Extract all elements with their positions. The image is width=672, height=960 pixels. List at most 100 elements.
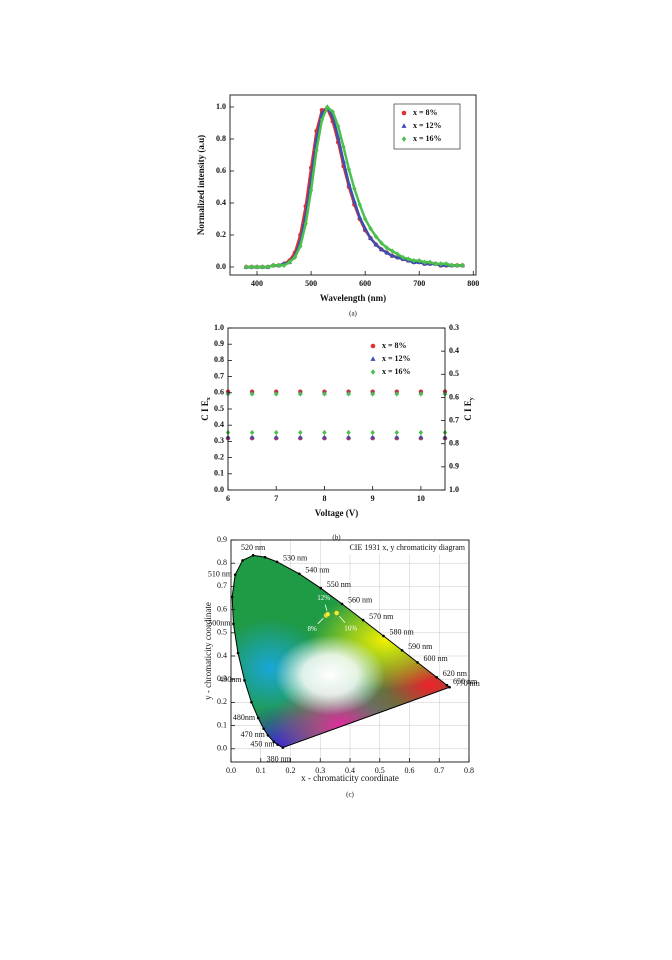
marker bbox=[346, 391, 351, 397]
locus-point bbox=[230, 595, 234, 599]
caption: (c) bbox=[346, 791, 354, 799]
wavelength-label: 510 nm bbox=[208, 570, 233, 579]
locus-point bbox=[298, 572, 301, 576]
marker bbox=[368, 235, 373, 240]
x-axis-label: x - chromaticity coordinate bbox=[301, 773, 399, 783]
x-tick-label: 400 bbox=[251, 279, 263, 288]
y-tick-label: 0.6 bbox=[217, 604, 227, 613]
marker bbox=[433, 261, 438, 267]
wavelength-label: 520 nm bbox=[241, 543, 266, 552]
y-tick-label: 0.5 bbox=[217, 628, 227, 637]
x-tick-label: 0.8 bbox=[464, 766, 474, 775]
marker bbox=[292, 254, 298, 261]
title-bg bbox=[339, 542, 467, 554]
y-tick-label: 1.0 bbox=[214, 323, 224, 332]
marker bbox=[352, 185, 357, 192]
y2-axis-label-main: C I E bbox=[463, 400, 473, 421]
y-tick-label: 0.9 bbox=[214, 339, 224, 348]
locus-point bbox=[400, 649, 404, 652]
y2-tick-label: 0.4 bbox=[449, 346, 459, 355]
y-tick-label: 0.5 bbox=[214, 404, 224, 413]
marker bbox=[378, 246, 384, 252]
marker bbox=[330, 109, 335, 115]
wavelength-label: 530 nm bbox=[283, 554, 308, 563]
locus-point bbox=[340, 602, 344, 606]
wavelength-label: 500nm bbox=[208, 619, 231, 628]
y2-tick-label: 0.8 bbox=[449, 439, 459, 448]
y-tick-label: 0.2 bbox=[214, 452, 224, 461]
wavelength-label: 480nm bbox=[233, 713, 256, 722]
y-axis-label-sub: x bbox=[206, 397, 212, 400]
marker bbox=[373, 233, 379, 240]
marker bbox=[427, 259, 433, 265]
marker bbox=[314, 147, 319, 153]
x-tick-label: 0.4 bbox=[345, 766, 355, 775]
x-axis-label: Voltage (V) bbox=[315, 508, 358, 518]
marker bbox=[249, 391, 255, 397]
marker bbox=[389, 253, 395, 258]
legend-marker bbox=[401, 123, 407, 128]
y-tick-label: 0.2 bbox=[217, 697, 227, 706]
locus-point bbox=[262, 727, 265, 730]
legend-marker bbox=[401, 110, 407, 116]
x-tick-label: 0.2 bbox=[286, 766, 296, 775]
y2-tick-label: 0.7 bbox=[449, 415, 459, 424]
marker bbox=[298, 391, 303, 397]
point-label: 8% bbox=[308, 625, 318, 633]
y-tick-label: 0.0 bbox=[214, 485, 224, 494]
y2-tick-label: 0.6 bbox=[449, 392, 459, 401]
y2-tick-label: 0.3 bbox=[449, 323, 459, 332]
marker bbox=[384, 245, 389, 251]
wavelength-label: 540 nm bbox=[305, 566, 330, 575]
marker bbox=[298, 429, 303, 436]
x-tick-label: 0.5 bbox=[375, 766, 385, 775]
marker bbox=[406, 256, 411, 262]
marker bbox=[418, 391, 424, 397]
y-axis-label-main: C I E bbox=[200, 400, 210, 421]
x-tick-label: 0.7 bbox=[434, 766, 444, 775]
wavelength-label: 570 nm bbox=[369, 612, 394, 621]
wavelength-label: 550 nm bbox=[327, 580, 352, 589]
marker bbox=[335, 134, 341, 140]
locus-point bbox=[251, 554, 255, 557]
marker bbox=[449, 262, 454, 269]
marker bbox=[244, 264, 249, 270]
marker bbox=[395, 251, 400, 257]
y-tick-label: 0.0 bbox=[217, 744, 227, 753]
marker bbox=[389, 248, 395, 254]
locus-point bbox=[236, 651, 240, 655]
y-tick-label: 0.1 bbox=[214, 469, 224, 478]
y-axis-label: Normalized intensity (a.u) bbox=[196, 135, 206, 235]
locus-point bbox=[276, 743, 279, 746]
y-tick-label: 0.3 bbox=[214, 436, 224, 445]
legend-label: x = 8% bbox=[382, 341, 407, 350]
marker bbox=[341, 158, 346, 164]
y-tick-label: 0.6 bbox=[214, 388, 224, 397]
y-tick-label: 0.8 bbox=[216, 134, 226, 143]
marker bbox=[346, 181, 352, 186]
y-tick-label: 0.3 bbox=[217, 674, 227, 683]
y-tick-label: 0.1 bbox=[217, 720, 227, 729]
locus-point bbox=[445, 683, 449, 687]
y-tick-label: 0.4 bbox=[216, 198, 226, 207]
marker bbox=[273, 434, 279, 440]
y-axis-label: y - chromaticity coordinate bbox=[203, 602, 213, 700]
locus-point bbox=[416, 661, 419, 664]
legend-marker bbox=[401, 136, 407, 142]
marker bbox=[346, 166, 352, 173]
x-tick-label: 0.3 bbox=[315, 766, 325, 775]
wavelength-label: 470 nm bbox=[241, 730, 266, 739]
marker bbox=[418, 434, 424, 440]
wavelength-label: 600 nm bbox=[424, 654, 449, 663]
caption: (a) bbox=[349, 310, 357, 318]
y-axis-label-main: y - chromaticity coordinate bbox=[203, 602, 213, 700]
marker bbox=[411, 257, 417, 264]
marker bbox=[460, 262, 465, 269]
x-tick-label: 6 bbox=[226, 494, 230, 503]
y-axis-label: C I Ex bbox=[200, 397, 212, 421]
marker bbox=[373, 241, 379, 247]
legend-frame bbox=[393, 103, 461, 150]
marker bbox=[322, 434, 327, 440]
y-tick-label: 0.7 bbox=[217, 581, 227, 590]
locus-point bbox=[382, 634, 385, 638]
